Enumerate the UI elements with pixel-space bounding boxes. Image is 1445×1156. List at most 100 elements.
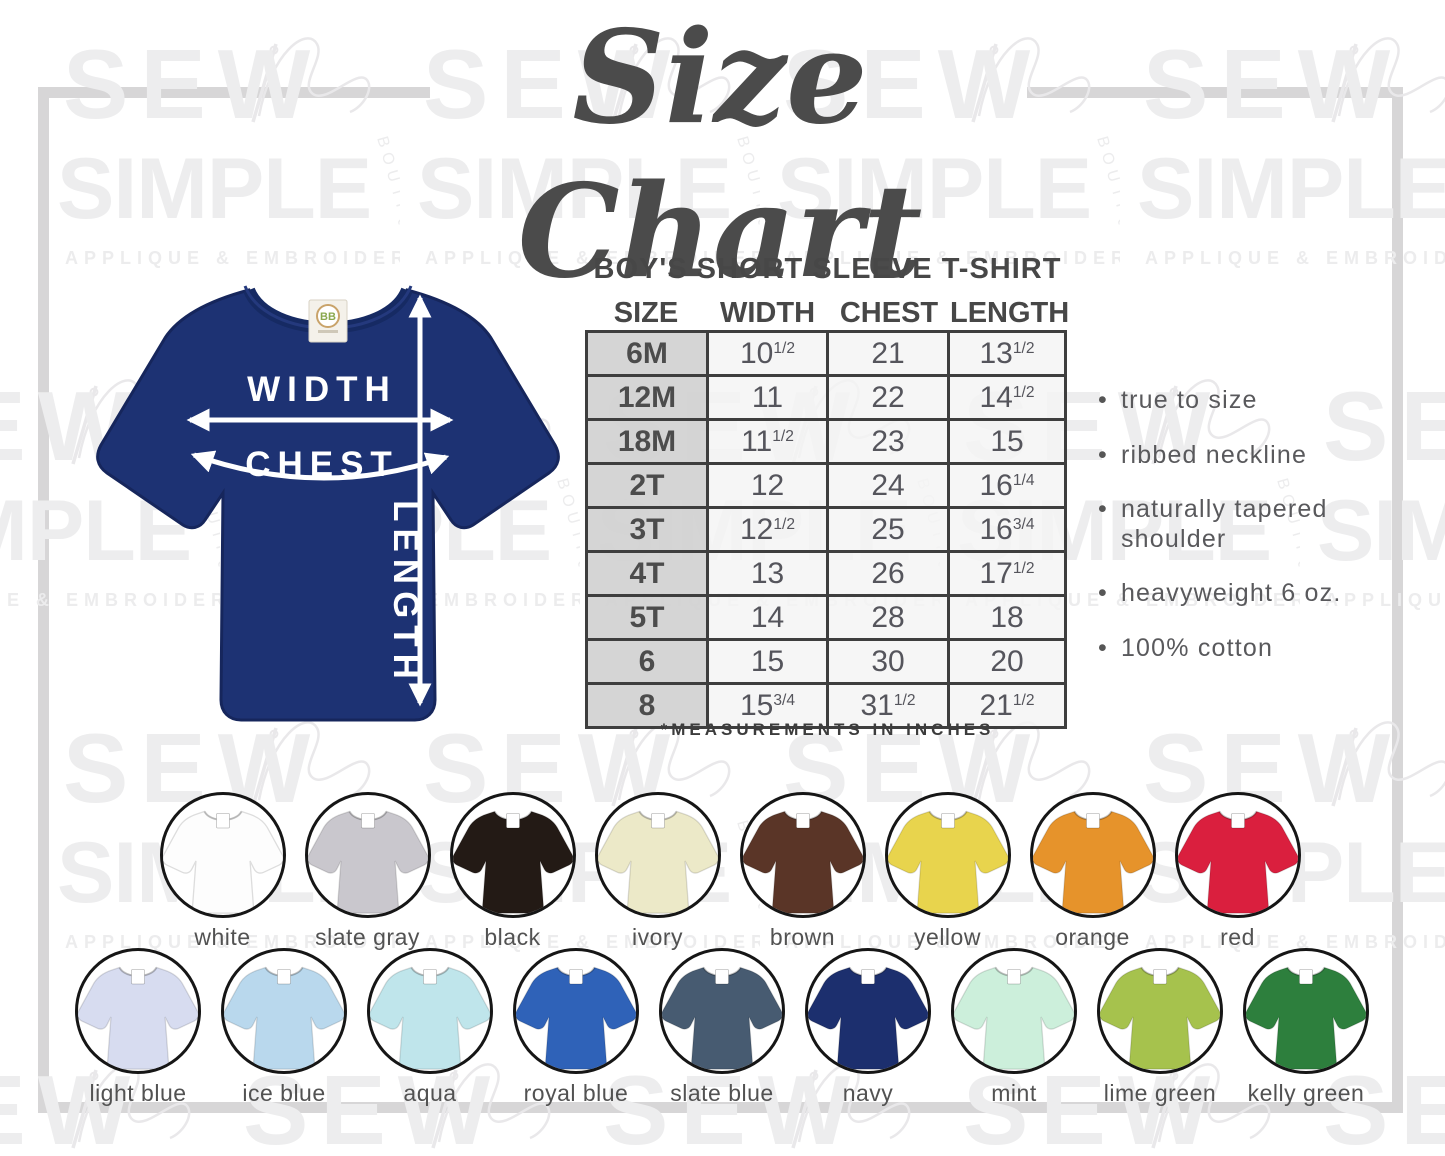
feature-list: • true to size • ribbed neckline • naturally … <box>1098 386 1400 688</box>
color-swatch-yellow: yellow <box>875 792 1020 951</box>
color-swatch-row-1: white slate gray black ivory brown yello… <box>150 792 1310 951</box>
measurement-cell: 26 <box>826 550 950 597</box>
neck-tag <box>1085 813 1100 829</box>
bullet-icon: • <box>1098 633 1108 662</box>
frame-border <box>1392 87 1403 1113</box>
svg-text:BB: BB <box>320 311 336 323</box>
color-swatch-mint: mint <box>941 948 1087 1107</box>
table-row: 12M 11 22 141/2 <box>585 374 1067 421</box>
column-header: LENGTH <box>950 297 1070 329</box>
measurement-cell: 163/4 <box>947 506 1067 553</box>
tshirt-measurement-diagram: BB WIDTH CHEST LENGTH <box>96 285 560 722</box>
swatch-circle <box>951 948 1077 1074</box>
tshirt-swatch-icon <box>162 810 283 914</box>
feature-item: • naturally tapered shoulder <box>1098 495 1328 553</box>
tshirt-swatch-icon <box>516 966 636 1070</box>
swatch-circle <box>304 792 431 918</box>
measurement-cell: 23 <box>826 418 950 465</box>
size-cell: 18M <box>585 418 709 465</box>
tshirt-swatch-icon <box>307 810 428 914</box>
size-cell: 5T <box>585 594 709 641</box>
swatch-label: royal blue <box>523 1080 629 1106</box>
feature-item: • ribbed neckline <box>1098 440 1308 469</box>
swatch-label: yellow <box>914 924 981 950</box>
tshirt-swatch-icon <box>1177 810 1298 914</box>
color-swatch-brown: brown <box>730 792 875 951</box>
swatch-circle <box>449 792 576 918</box>
tshirt-swatch-icon <box>224 966 344 1070</box>
measurement-cell: 25 <box>826 506 950 553</box>
neck-tag <box>1299 969 1313 985</box>
width-label: WIDTH <box>247 370 397 409</box>
color-swatch-royal-blue: royal blue <box>503 948 649 1107</box>
table-footnote: *MEASUREMENTS IN INCHES <box>660 720 995 739</box>
color-swatch-ivory: ivory <box>585 792 730 951</box>
needle-thread-icon <box>1331 721 1445 807</box>
measurement-cell: 20 <box>947 638 1067 685</box>
measurement-cell: 12 <box>706 462 829 509</box>
tshirt-swatch-icon <box>452 810 573 914</box>
color-swatch-slate-gray: slate gray <box>295 792 440 951</box>
table-row: 6 15 30 20 <box>585 638 1067 685</box>
measurement-cell: 121/2 <box>706 506 829 553</box>
neck-tag <box>795 813 810 829</box>
watermark-arc-text: BOUTIQUE <box>1093 134 1120 265</box>
swatch-circle <box>805 948 931 1074</box>
measurement-cell: 171/2 <box>947 550 1067 597</box>
column-header: SIZE <box>613 297 679 329</box>
swatch-label: ivory <box>631 924 684 950</box>
swatch-label: white <box>194 924 251 950</box>
frame-border <box>38 1102 1403 1113</box>
length-label: LENGTH <box>386 500 425 686</box>
bullet-icon: • <box>1098 495 1108 523</box>
swatch-label: red <box>1220 924 1255 950</box>
tshirt-swatch-icon <box>1246 966 1366 1070</box>
neck-tag <box>940 813 955 829</box>
measurement-cell: 141/2 <box>947 374 1067 421</box>
swatch-circle <box>1243 948 1369 1074</box>
color-swatch-red: red <box>1165 792 1310 951</box>
measurement-cell: 22 <box>826 374 950 421</box>
frame-border <box>1027 87 1403 98</box>
neck-tag <box>277 969 291 985</box>
tshirt-swatch-icon <box>662 966 782 1070</box>
column-header: WIDTH <box>719 297 816 329</box>
table-row: 4T 13 26 171/2 <box>585 550 1067 597</box>
feature-item: • heavyweight 6 oz. <box>1098 579 1342 607</box>
neck-tag <box>131 969 145 985</box>
color-swatch-ice-blue: ice blue <box>211 948 357 1107</box>
measurement-cell: 30 <box>826 638 950 685</box>
tshirt-swatch-icon <box>1100 966 1220 1070</box>
size-cell: 6 <box>585 638 709 685</box>
swatch-circle <box>739 792 866 918</box>
neck-tag <box>505 813 520 829</box>
color-swatch-slate-blue: slate blue <box>649 948 795 1107</box>
neck-tag <box>1153 969 1167 985</box>
color-swatch-navy: navy <box>795 948 941 1107</box>
swatch-label: black <box>484 924 541 950</box>
watermark-word: SEW <box>63 29 322 139</box>
measurement-cell: 161/4 <box>947 462 1067 509</box>
measurement-cell: 28 <box>826 594 950 641</box>
tshirt-swatch-icon <box>954 966 1074 1070</box>
measurement-cell: 153/4 <box>706 682 829 729</box>
swatch-label: light blue <box>89 1080 187 1106</box>
swatch-label: slate blue <box>670 1080 774 1106</box>
needle-thread-icon <box>1331 37 1445 123</box>
color-swatch-orange: orange <box>1020 792 1165 951</box>
swatch-circle <box>513 948 639 1074</box>
tshirt-swatch-icon <box>887 810 1008 914</box>
neck-tag <box>360 813 375 829</box>
swatch-label: ice blue <box>242 1080 326 1106</box>
table-row: 18M 111/2 23 15 <box>585 418 1067 465</box>
neck-tag <box>861 969 875 985</box>
tshirt-swatch-icon <box>742 810 863 914</box>
frame-border <box>38 87 430 98</box>
neck-tag: BB <box>308 299 348 343</box>
tshirt-swatch-icon <box>1032 810 1153 914</box>
swatch-circle <box>159 792 286 918</box>
size-cell: 6M <box>585 330 709 377</box>
color-swatch-aqua: aqua <box>357 948 503 1107</box>
measurement-cell: 24 <box>826 462 950 509</box>
